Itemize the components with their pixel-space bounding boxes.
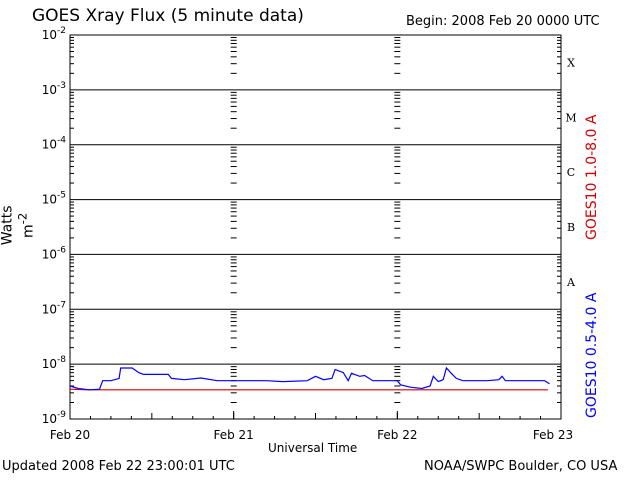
flare-class-label: M [565,111,576,124]
plot-frame [69,34,562,420]
x-tick-label: Feb 22 [377,428,417,442]
y-tick-label: 10-7 [42,300,66,316]
y-tick-label: 10-3 [42,81,66,97]
legend-short-channel: GOES10 0.5-4.0 A [584,292,600,418]
series-line-short [69,366,550,391]
y-tick-label: 10-4 [42,136,67,152]
x-tick-label: Feb 20 [50,428,90,442]
credit-line: NOAA/SWPC Boulder, CO USA [424,459,618,474]
y-axis-label-exponent: -2 [15,212,30,225]
y-axis-label-text: Watts m [0,205,37,246]
y-tick-label: 10-5 [42,191,66,207]
flare-class-label: B [567,221,575,234]
series-line-long [69,388,548,391]
flare-class-label: C [567,166,575,179]
flare-class-label: X [567,56,575,69]
legend-long-channel: GOES10 1.0-8.0 A [584,114,600,240]
y-axis-label: Watts m-2 [0,195,36,255]
y-tick-label: 10-2 [42,26,66,42]
x-tick-label: Feb 23 [533,428,573,442]
y-tick-label: 10-6 [42,245,67,261]
flare-class-label: A [566,276,576,289]
chart-title: GOES Xray Flux (5 minute data) [32,6,304,26]
y-tick-label: 10-9 [42,410,67,426]
x-tick-label: Feb 21 [213,428,253,442]
x-axis-label: Universal Time [268,441,358,455]
y-tick-label: 10-8 [42,355,67,371]
begin-time: Begin: 2008 Feb 20 0000 UTC [406,14,600,29]
updated-timestamp: Updated 2008 Feb 22 23:00:01 UTC [2,459,235,474]
